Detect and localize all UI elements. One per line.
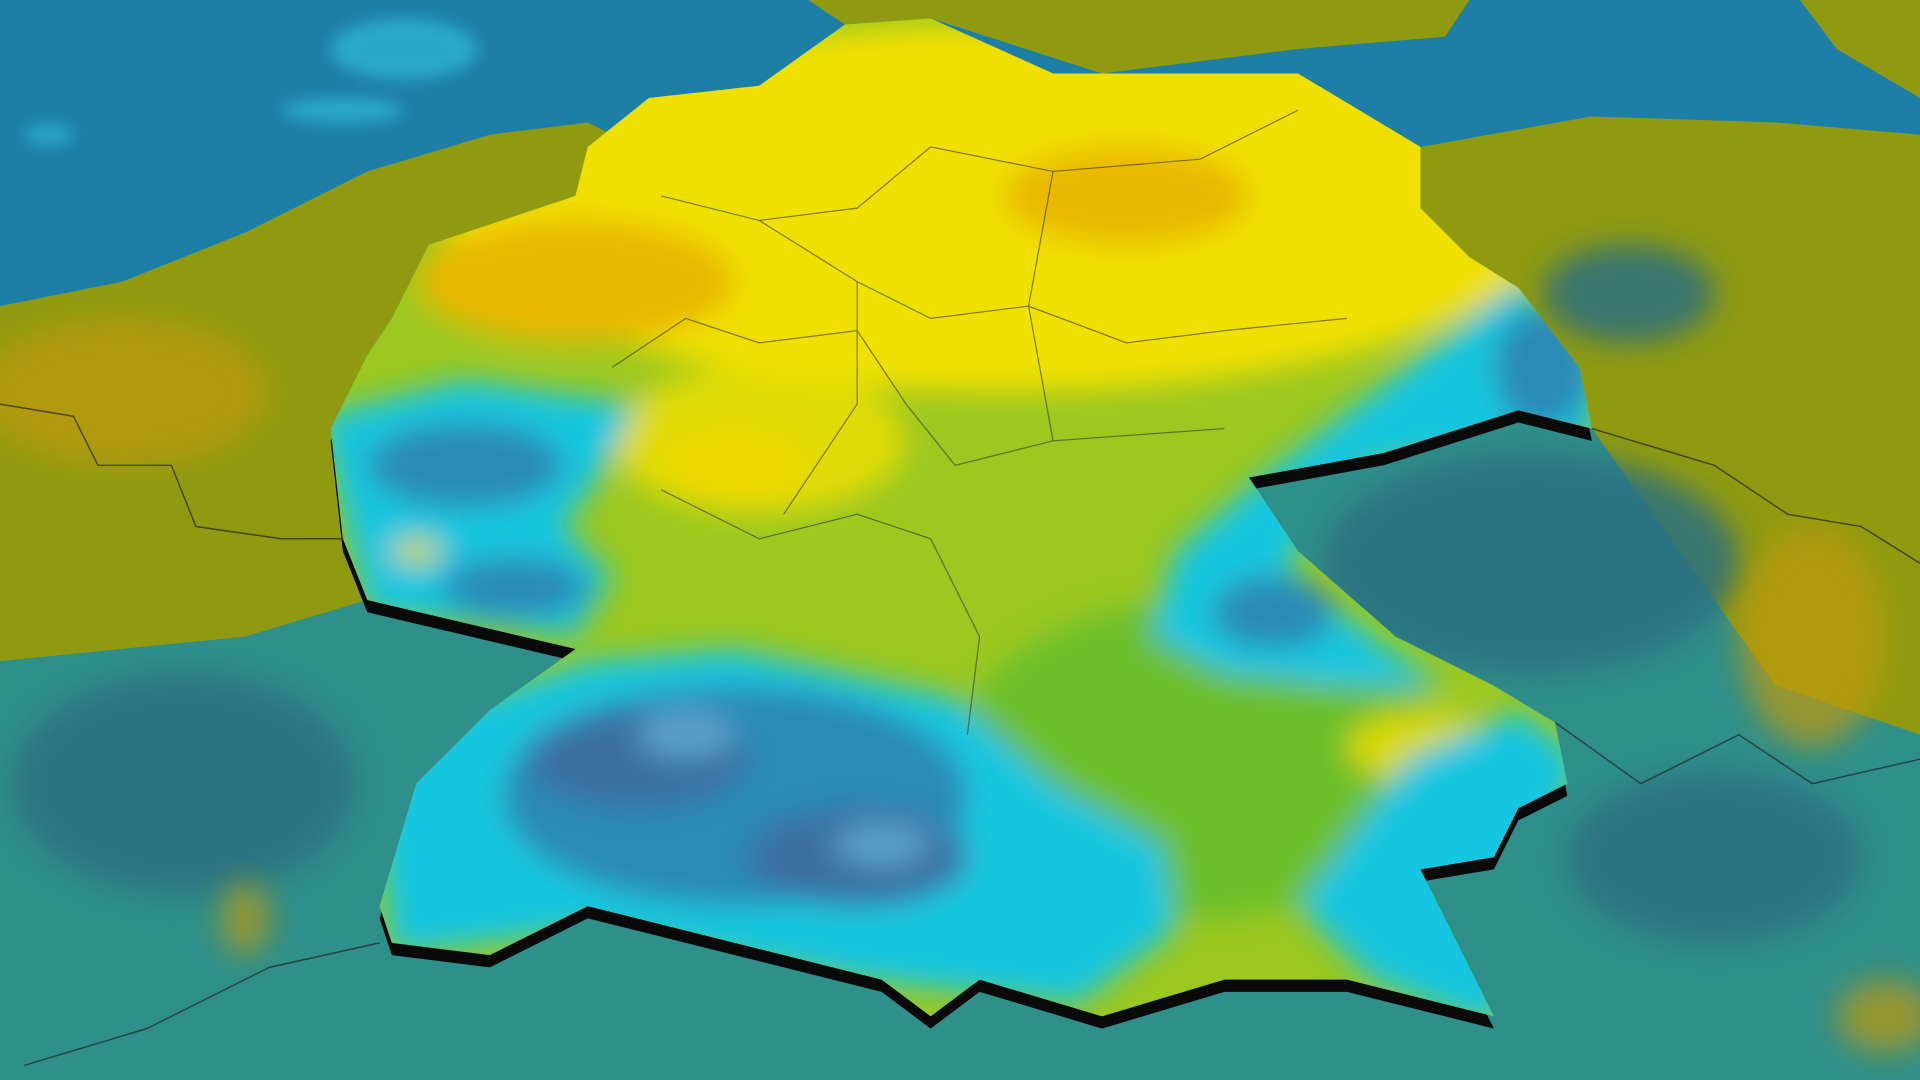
contour-orange-northwest [416, 220, 735, 343]
country-borders [0, 403, 1920, 1067]
state-borders [611, 109, 1347, 735]
land-north [808, 0, 1470, 74]
contour-blue-saar [440, 557, 588, 619]
contour-yellow-center [612, 367, 907, 515]
land-warm-patches [0, 318, 1920, 1054]
land-northeast [1800, 0, 1920, 98]
sea-light-patches [24, 18, 478, 145]
contour-orange-north [1004, 146, 1249, 245]
contour-blue-bavaria [1212, 575, 1335, 649]
contour-paleblue-2 [832, 822, 931, 867]
land-deep-patches [12, 244, 1862, 943]
land-west [0, 122, 637, 662]
contour-yellow-west [391, 538, 441, 564]
contour-paleblue-1 [636, 710, 735, 760]
contour-blue-west [367, 422, 564, 509]
